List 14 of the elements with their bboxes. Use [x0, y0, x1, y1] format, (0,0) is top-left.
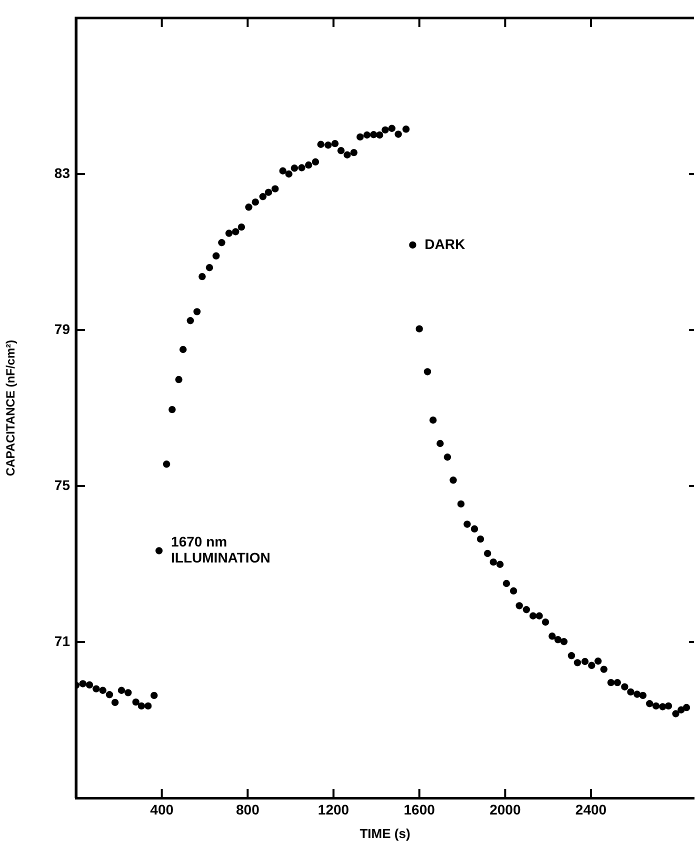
- x-tick-label: 2000: [490, 801, 521, 818]
- x-tick-label: 400: [150, 801, 174, 818]
- y-axis-title: CAPACITANCE (nF/cm²): [4, 340, 18, 476]
- x-tick-label: 1600: [404, 801, 436, 818]
- x-axis-title: TIME (s): [360, 826, 410, 841]
- y-tick-label: 75: [54, 476, 70, 493]
- y-tick-label: 79: [54, 320, 70, 337]
- annotation: 1670 nm ILLUMINATION: [171, 534, 270, 566]
- y-tick-label: 83: [54, 164, 70, 181]
- x-tick-label: 800: [236, 801, 260, 818]
- annotation: DARK: [424, 236, 466, 252]
- x-tick-label: 1200: [318, 801, 350, 818]
- x-tick-label: 2400: [575, 801, 607, 818]
- y-tick-label: 71: [54, 632, 70, 649]
